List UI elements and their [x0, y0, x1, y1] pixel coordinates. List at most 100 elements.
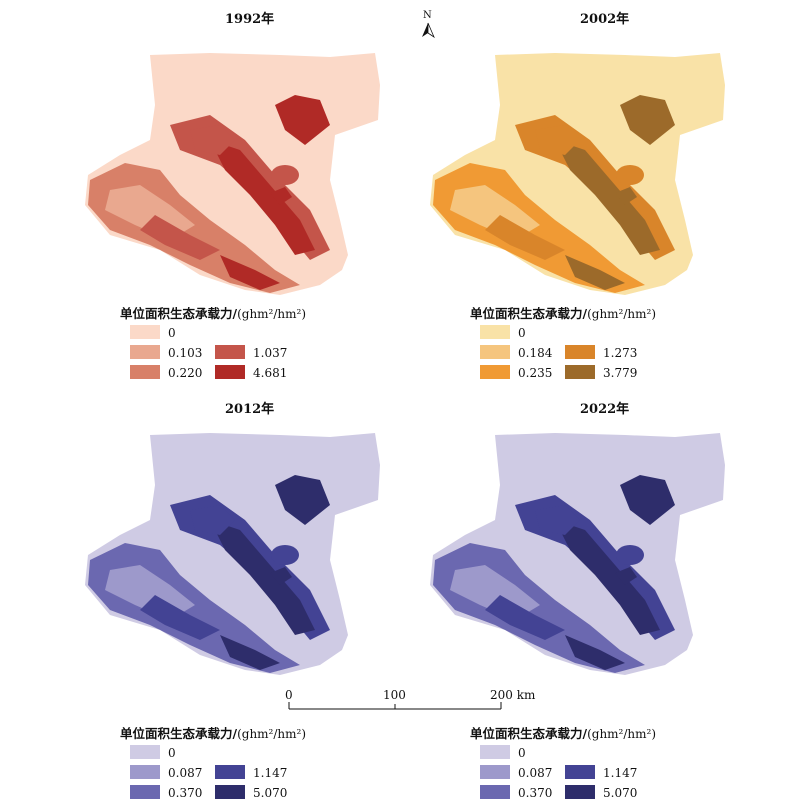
legend-value-3: 1.147 — [603, 766, 638, 780]
map-patch-4 — [620, 95, 675, 145]
legend-swatch-0 — [130, 325, 160, 339]
map-patch-8 — [220, 635, 280, 670]
map-patch-hole — [271, 545, 299, 565]
legend-swatch-3 — [565, 345, 595, 359]
map-year-label-3: 2022年 — [580, 402, 630, 417]
legend-swatch-2 — [480, 785, 510, 799]
map-patch-6 — [270, 187, 292, 205]
legend-title-text: 单位面积生态承载力/ — [470, 306, 588, 321]
map-patch-4 — [275, 475, 330, 525]
legend-swatch-4 — [215, 785, 245, 799]
legend-value-1: 0.087 — [518, 766, 553, 780]
legend-value-2: 0.370 — [168, 786, 203, 800]
map-patch-4 — [275, 95, 330, 145]
legend-value-1: 0.103 — [168, 346, 203, 360]
legend-title-text: 单位面积生态承载力/ — [120, 726, 238, 741]
legend-title: 单位面积生态承载力/(ghm²/hm²) — [120, 723, 360, 742]
legend-unit: (ghm²/hm²) — [237, 727, 307, 741]
legend-swatch-0 — [130, 745, 160, 759]
map-0 — [85, 53, 380, 295]
legend-value-4: 3.779 — [603, 366, 638, 380]
legend-unit: (ghm²/hm²) — [237, 307, 307, 321]
map-patch-8 — [565, 635, 625, 670]
legend-value-3: 1.037 — [253, 346, 288, 360]
map-patch-1 — [210, 140, 315, 255]
legend-swatch-4 — [565, 785, 595, 799]
scale-bar-line — [288, 702, 502, 710]
scale-tick-200: 200 km — [490, 688, 536, 702]
map-year-label-2: 2012年 — [225, 402, 275, 417]
map-patch-7 — [140, 595, 220, 640]
map-year-label-1: 2002年 — [580, 12, 630, 27]
map-patch-6 — [615, 567, 637, 585]
legend-swatch-3 — [565, 765, 595, 779]
map-patch-5 — [535, 125, 580, 155]
legend-2: 单位面积生态承载力/(ghm²/hm²) 0 0.087 0.370 1.147 5.07… — [120, 723, 360, 803]
legend-unit: (ghm²/hm²) — [587, 727, 657, 741]
legend-unit: (ghm²/hm²) — [587, 307, 657, 321]
legend-value-1: 0.184 — [518, 346, 553, 360]
legend-1: 单位面积生态承载力/(ghm²/hm²) 0 0.184 0.235 1.273 3.77… — [470, 303, 710, 383]
map-patch-8 — [220, 255, 280, 290]
map-patch-5 — [190, 505, 235, 535]
legend-swatch-3 — [215, 345, 245, 359]
scale-bar: 0 100 200 km — [285, 688, 535, 712]
north-label: N — [423, 10, 432, 21]
legend-swatch-0 — [480, 745, 510, 759]
map-3 — [430, 433, 725, 675]
legend-0: 单位面积生态承载力/(ghm²/hm²) 0 0.103 0.220 1.037 4.68… — [120, 303, 360, 383]
north-arrow: N — [420, 10, 436, 39]
legend-value-3: 1.147 — [253, 766, 288, 780]
legend-title-text: 单位面积生态承载力/ — [120, 306, 238, 321]
map-patch-7 — [485, 215, 565, 260]
legend-swatch-2 — [480, 365, 510, 379]
legend-title: 单位面积生态承载力/(ghm²/hm²) — [470, 303, 710, 322]
map-patch-6 — [270, 567, 292, 585]
legend-value-2: 0.220 — [168, 366, 203, 380]
map-patch-1 — [210, 520, 315, 635]
legend-value-0: 0 — [168, 326, 176, 340]
map-patch-6 — [615, 187, 637, 205]
map-patch-7 — [485, 595, 565, 640]
legend-swatch-2 — [130, 785, 160, 799]
map-patch-5 — [535, 505, 580, 535]
map-1 — [430, 53, 725, 295]
legend-value-4: 5.070 — [253, 786, 288, 800]
map-patch-hole — [616, 165, 644, 185]
legend-value-4: 4.681 — [253, 366, 288, 380]
legend-swatch-1 — [480, 345, 510, 359]
legend-value-2: 0.370 — [518, 786, 553, 800]
map-patch-5 — [190, 125, 235, 155]
map-patch-hole — [271, 165, 299, 185]
map-patch-1 — [555, 140, 660, 255]
map-patch-hole — [616, 545, 644, 565]
legend-value-0: 0 — [518, 326, 526, 340]
scale-tick-0: 0 — [285, 688, 293, 702]
legend-value-4: 5.070 — [603, 786, 638, 800]
legend-swatch-1 — [130, 765, 160, 779]
legend-title: 单位面积生态承载力/(ghm²/hm²) — [470, 723, 710, 742]
legend-swatch-1 — [130, 345, 160, 359]
legend-value-0: 0 — [168, 746, 176, 760]
legend-3: 单位面积生态承载力/(ghm²/hm²) 0 0.087 0.370 1.147 5.07… — [470, 723, 710, 803]
legend-value-1: 0.087 — [168, 766, 203, 780]
legend-swatch-4 — [565, 365, 595, 379]
legend-swatch-0 — [480, 325, 510, 339]
map-year-label-0: 1992年 — [225, 12, 275, 27]
map-patch-7 — [140, 215, 220, 260]
map-patch-1 — [555, 520, 660, 635]
map-patch-8 — [565, 255, 625, 290]
north-arrow-icon — [422, 22, 435, 39]
legend-swatch-2 — [130, 365, 160, 379]
legend-value-2: 0.235 — [518, 366, 553, 380]
map-2 — [85, 433, 380, 675]
legend-swatch-4 — [215, 365, 245, 379]
legend-value-0: 0 — [518, 746, 526, 760]
scale-tick-100: 100 — [383, 688, 406, 702]
legend-title: 单位面积生态承载力/(ghm²/hm²) — [120, 303, 360, 322]
legend-swatch-3 — [215, 765, 245, 779]
map-patch-4 — [620, 475, 675, 525]
legend-value-3: 1.273 — [603, 346, 638, 360]
legend-swatch-1 — [480, 765, 510, 779]
legend-title-text: 单位面积生态承载力/ — [470, 726, 588, 741]
